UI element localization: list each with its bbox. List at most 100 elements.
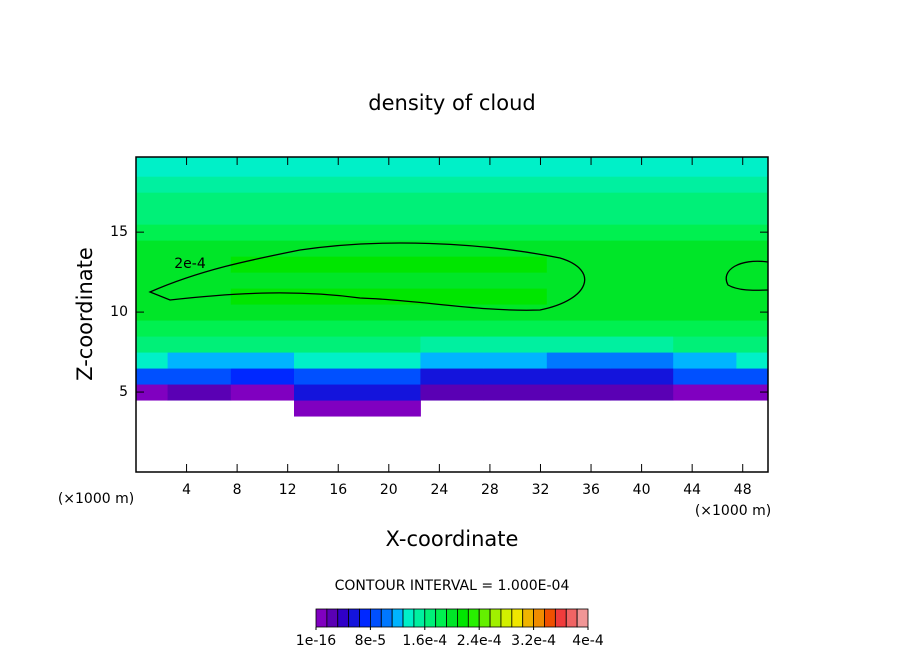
cell xyxy=(420,336,485,353)
cell xyxy=(230,272,295,289)
cell xyxy=(357,400,421,417)
cell xyxy=(483,272,548,289)
cell xyxy=(546,320,611,337)
cell xyxy=(483,352,548,369)
cell xyxy=(420,208,485,225)
cell xyxy=(736,304,769,321)
cell xyxy=(167,208,232,225)
cell xyxy=(483,224,548,241)
x-tick-label: 8 xyxy=(233,482,242,498)
colorbar-label: 8e-5 xyxy=(355,633,386,649)
cell xyxy=(294,352,358,369)
x-tick-label: 36 xyxy=(582,482,600,498)
colorbar-box xyxy=(402,608,415,628)
colorbar-box xyxy=(554,608,567,628)
cell xyxy=(230,176,295,193)
cell xyxy=(610,368,674,385)
cell xyxy=(546,176,611,193)
colorbar-label: 1e-16 xyxy=(296,633,336,649)
colorbar-box xyxy=(565,608,578,628)
cell xyxy=(294,176,358,193)
cell xyxy=(673,176,737,193)
cell xyxy=(357,256,421,273)
cell xyxy=(483,368,548,385)
cell xyxy=(136,352,169,369)
colorbar-box xyxy=(457,608,469,628)
cell xyxy=(420,192,485,209)
contour-interval: CONTOUR INTERVAL = 1.000E-04 xyxy=(335,578,570,594)
cell xyxy=(483,384,548,401)
cell xyxy=(673,352,737,369)
cell xyxy=(136,256,169,273)
colorbar-box xyxy=(315,608,328,628)
cell xyxy=(736,352,769,369)
colorbar-box xyxy=(391,608,404,628)
cell xyxy=(230,304,295,321)
cell xyxy=(736,368,769,385)
cell xyxy=(294,272,358,289)
cell xyxy=(610,352,674,369)
colorbar-box xyxy=(533,608,545,628)
cell xyxy=(294,288,358,305)
cell xyxy=(294,368,358,385)
cell xyxy=(357,208,421,225)
cell xyxy=(673,288,737,305)
cell xyxy=(420,256,485,273)
cell xyxy=(546,288,611,305)
x-tick-label: 12 xyxy=(279,482,297,498)
cell xyxy=(294,240,358,257)
cell xyxy=(420,368,485,385)
colorbar-box xyxy=(446,608,458,628)
cell xyxy=(167,336,232,353)
cell xyxy=(483,157,548,177)
cell xyxy=(673,368,737,385)
cell xyxy=(483,208,548,225)
cell xyxy=(546,272,611,289)
cell xyxy=(136,208,169,225)
cell xyxy=(294,384,358,401)
cell xyxy=(736,157,769,177)
contour-label: 2e-4 xyxy=(174,256,206,272)
cell xyxy=(420,157,485,177)
cell xyxy=(546,224,611,241)
cell xyxy=(294,256,358,273)
colorbar-box xyxy=(576,608,589,628)
cell xyxy=(230,157,295,177)
cell xyxy=(357,336,421,353)
plot-frame xyxy=(135,156,769,473)
y-tick-label: 15 xyxy=(110,224,128,240)
cell xyxy=(167,176,232,193)
cell xyxy=(546,336,611,353)
y-axis-label: Z-coordinate xyxy=(73,247,97,381)
cell xyxy=(294,400,358,417)
cell xyxy=(483,304,548,321)
cell xyxy=(136,176,169,193)
cell xyxy=(736,272,769,289)
cell xyxy=(230,320,295,337)
x-unit: (×1000 m) xyxy=(58,491,134,507)
cell xyxy=(167,240,232,257)
x-tick-label: 44 xyxy=(683,482,701,498)
cell xyxy=(673,272,737,289)
cell xyxy=(610,208,674,225)
cell xyxy=(294,336,358,353)
cell xyxy=(167,272,232,289)
cell xyxy=(736,256,769,273)
cell xyxy=(483,176,548,193)
cell xyxy=(610,157,674,177)
cell xyxy=(357,320,421,337)
cell xyxy=(136,368,169,385)
cell xyxy=(673,192,737,209)
cell xyxy=(136,272,169,289)
cell xyxy=(167,384,232,401)
cell xyxy=(546,240,611,257)
cell xyxy=(136,384,169,401)
x-tick-label: 32 xyxy=(532,482,550,498)
colorbar-box xyxy=(489,608,502,628)
cell xyxy=(230,256,295,273)
cell xyxy=(230,368,295,385)
cell xyxy=(673,384,737,401)
colorbar-box xyxy=(467,608,480,628)
cell xyxy=(420,320,485,337)
colorbar-label: 4e-4 xyxy=(572,633,604,649)
